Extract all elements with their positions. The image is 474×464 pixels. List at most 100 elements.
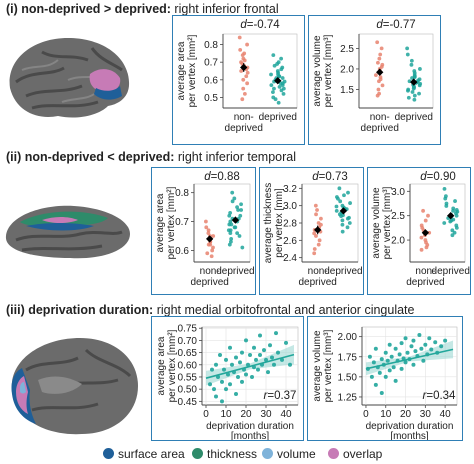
data-point: [397, 352, 402, 357]
data-point: [411, 338, 416, 343]
data-point: [229, 222, 234, 227]
data-point: [389, 354, 394, 359]
x-tick-label: 0: [363, 409, 369, 420]
regression-line: [365, 348, 454, 370]
data-point: [284, 340, 288, 345]
data-point: [452, 230, 457, 235]
legend: surface area thickness volume overlap: [0, 446, 474, 464]
data-point: [315, 208, 319, 212]
data-point: [375, 60, 380, 65]
regression-line: [205, 353, 295, 379]
data-point: [334, 208, 339, 213]
data-point: [214, 362, 218, 367]
data-point: [227, 213, 232, 218]
data-point: [346, 190, 350, 195]
data-point: [210, 367, 214, 372]
data-point: [334, 204, 339, 209]
y-tick-label: 2.0: [340, 64, 354, 75]
data-point: [453, 199, 457, 203]
data-point: [411, 86, 416, 91]
data-point: [272, 362, 276, 367]
data-point: [228, 210, 233, 215]
data-point: [242, 92, 247, 96]
data-point: [209, 254, 214, 259]
chart-panel-ii-volume: 2.0 2.5 3.0 average volume per vertex [mm³] d…: [367, 167, 471, 295]
data-point: [228, 239, 233, 244]
legend-item-volume: volume: [262, 447, 316, 461]
data-point: [240, 350, 244, 355]
x-category-label: non-: [308, 266, 328, 277]
data-point: [268, 343, 272, 348]
data-point: [419, 346, 424, 351]
chart-panel-i-area: 0.5 0.6 0.7 0.8 average area per vertex [mm²]…: [172, 15, 305, 145]
data-point: [222, 367, 226, 372]
data-point: [444, 204, 449, 208]
x-category-label: deprived: [225, 123, 263, 134]
data-point: [409, 344, 414, 349]
y-tick-label: 0.6: [175, 246, 189, 257]
data-point: [377, 79, 381, 84]
mean-marker: [240, 63, 248, 72]
effect-size-label: d=0.90: [420, 171, 456, 183]
y-tick-label: 0.6: [204, 75, 218, 86]
y-axis-label: average volume per vertex [mm³]: [312, 34, 334, 107]
data-point: [245, 81, 250, 86]
data-point: [399, 366, 404, 371]
data-point: [377, 370, 382, 375]
data-point: [272, 86, 276, 91]
y-axis-label-line2: per vertex [mm³]: [323, 34, 334, 107]
data-point: [240, 53, 245, 58]
y-axis-label-line1: average area: [155, 193, 166, 252]
data-point: [270, 355, 274, 360]
data-point: [220, 399, 224, 404]
data-point: [377, 56, 382, 61]
data-point: [276, 350, 280, 355]
data-point: [375, 93, 380, 98]
data-point: [421, 208, 425, 213]
x-category-label: non-: [234, 112, 254, 123]
x-tick-label: 10: [380, 409, 392, 420]
data-point: [369, 374, 374, 379]
data-point: [342, 193, 346, 198]
data-point: [241, 77, 246, 82]
y-tick-label: 0.75: [178, 324, 198, 335]
data-point: [373, 382, 378, 387]
data-point: [258, 333, 262, 338]
data-point: [379, 357, 384, 362]
x-axis-label-line1: deprivation duration: [366, 421, 454, 432]
y-tick-label: 3.2: [283, 184, 297, 195]
data-point: [379, 390, 384, 395]
data-point: [242, 58, 247, 63]
plot-area: [409, 183, 466, 263]
data-point: [426, 213, 430, 218]
data-point: [274, 331, 278, 336]
y-axis-label-line2: per vertex [mm³]: [382, 186, 393, 259]
legend-swatch-overlap: [328, 448, 339, 459]
data-point: [451, 208, 456, 213]
y-tick-label: 1.75: [338, 352, 358, 363]
data-point: [405, 46, 410, 51]
y-axis-label-line2: per vertex [mm]: [274, 188, 285, 258]
data-point: [405, 52, 410, 57]
x-tick-label: 30: [420, 409, 432, 420]
x-category-label: deprived: [395, 112, 433, 123]
effect-size-label: r=0.37: [264, 390, 297, 402]
x-tick-label: 10: [220, 409, 232, 420]
data-point: [211, 234, 216, 238]
data-point: [226, 372, 230, 377]
data-point: [206, 231, 211, 236]
data-point: [245, 70, 250, 75]
data-point: [211, 245, 215, 250]
chart-panel-i-volume: 1.5 2.0 2.5 average volume per vertex [mm³] d…: [308, 15, 441, 145]
data-point: [269, 72, 273, 77]
data-point: [239, 208, 244, 212]
data-point: [376, 87, 381, 92]
data-point: [316, 242, 321, 247]
chart-iii-volume: 1.25 1.50 1.75 2.00 average volume per vertex…: [312, 326, 458, 442]
data-point: [411, 362, 416, 367]
data-point: [443, 196, 448, 201]
legend-label-volume: volume: [277, 447, 316, 461]
